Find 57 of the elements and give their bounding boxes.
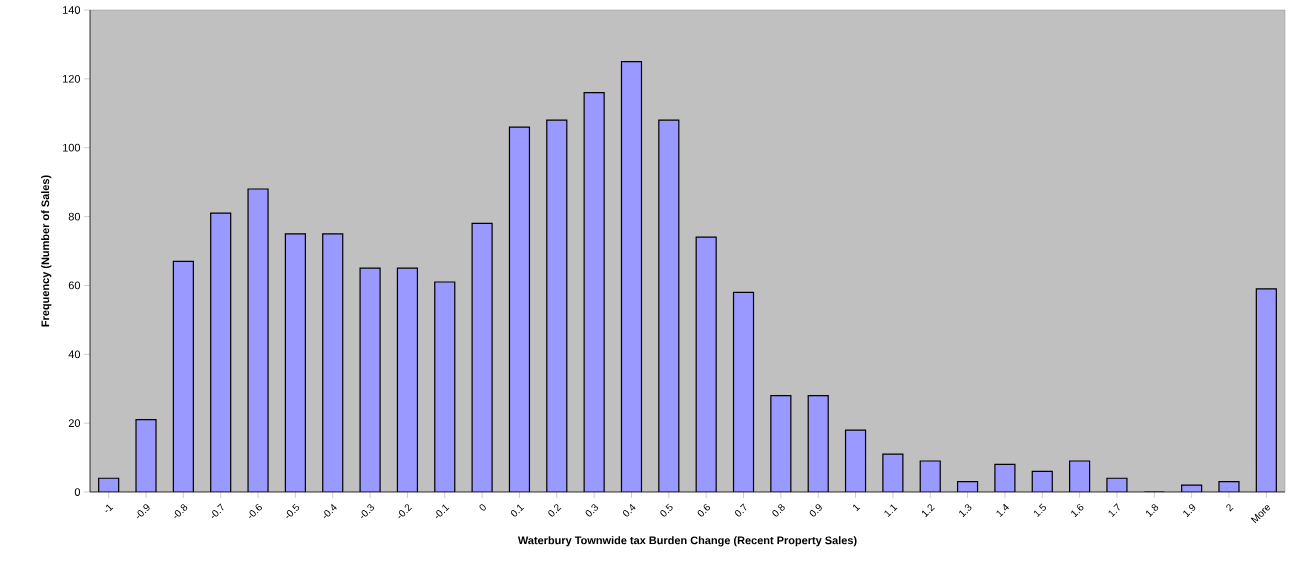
x-tick-label: 1.6: [1071, 504, 1084, 518]
y-tick-label: 120: [63, 74, 81, 83]
x-tick-label: 0.7: [734, 503, 747, 517]
x-tick-label: 1: [853, 504, 861, 512]
y-tick-label: 140: [63, 6, 81, 14]
x-tick-label: -0.8: [174, 504, 188, 519]
x-tick-label: 0.5: [660, 503, 673, 517]
bar: [397, 268, 418, 492]
bar: [285, 233, 306, 492]
y-tick-label: 60: [68, 281, 81, 290]
bar: [210, 213, 231, 492]
x-tick-label: 1.1: [884, 504, 898, 518]
bar: [322, 233, 343, 492]
x-tick-label: 1.9: [1183, 504, 1196, 518]
x-tick-label: -0.4: [323, 503, 337, 519]
bar: [621, 61, 642, 492]
bar: [173, 261, 194, 492]
bar: [584, 92, 605, 492]
y-tick-label: 100: [63, 143, 81, 152]
y-tick-label: 80: [68, 212, 81, 221]
bar: [845, 430, 866, 492]
x-tick-label: 0: [479, 504, 486, 511]
x-tick-label: 0.8: [772, 504, 785, 517]
bar: [509, 127, 530, 492]
x-tick-label: 0.1: [510, 504, 525, 517]
x-tick-label: -0.3: [361, 504, 374, 519]
x-tick-label: 1.4: [996, 503, 1009, 518]
x-tick-label: 0.4: [622, 503, 636, 517]
x-tick-label: -0.1: [435, 504, 450, 519]
bar: [808, 395, 829, 492]
y-axis-title: Frequency (Number of Sales): [41, 175, 52, 327]
bar: [733, 292, 754, 492]
x-tick-label: 0.2: [548, 504, 562, 517]
x-axis-title: Waterbury Townwide tax Burden Change (Recent Property Sales): [517, 536, 857, 547]
x-tick-label: -0.7: [211, 503, 224, 519]
x-tick-label: 1.8: [1146, 504, 1159, 518]
x-tick-label: -1: [105, 504, 114, 513]
x-tick-label: 1.7: [1108, 503, 1120, 518]
x-tick-label: 1.2: [921, 504, 935, 518]
y-tick-label: 20: [68, 419, 81, 428]
x-tick-label: 1.5: [1033, 503, 1046, 518]
bar: [546, 120, 567, 492]
x-tick-label: 0.3: [585, 504, 599, 517]
y-tick-label: 0: [74, 488, 81, 496]
x-tick-label: -0.2: [398, 504, 412, 519]
bar: [696, 237, 717, 492]
bar: [1255, 288, 1277, 492]
x-tick-label: 0.6: [697, 504, 710, 517]
bar: [434, 281, 455, 492]
x-tick-label: -0.9: [136, 504, 150, 519]
y-tick-label: 40: [68, 350, 81, 359]
bar: [658, 120, 679, 492]
x-tick-label: 0.9: [809, 504, 822, 517]
x-tick-label: 2: [1226, 504, 1234, 512]
x-tick-label: -0.6: [249, 504, 262, 519]
x-tick-label: -0.5: [286, 503, 300, 519]
x-tick-label: 1.3: [959, 504, 972, 518]
